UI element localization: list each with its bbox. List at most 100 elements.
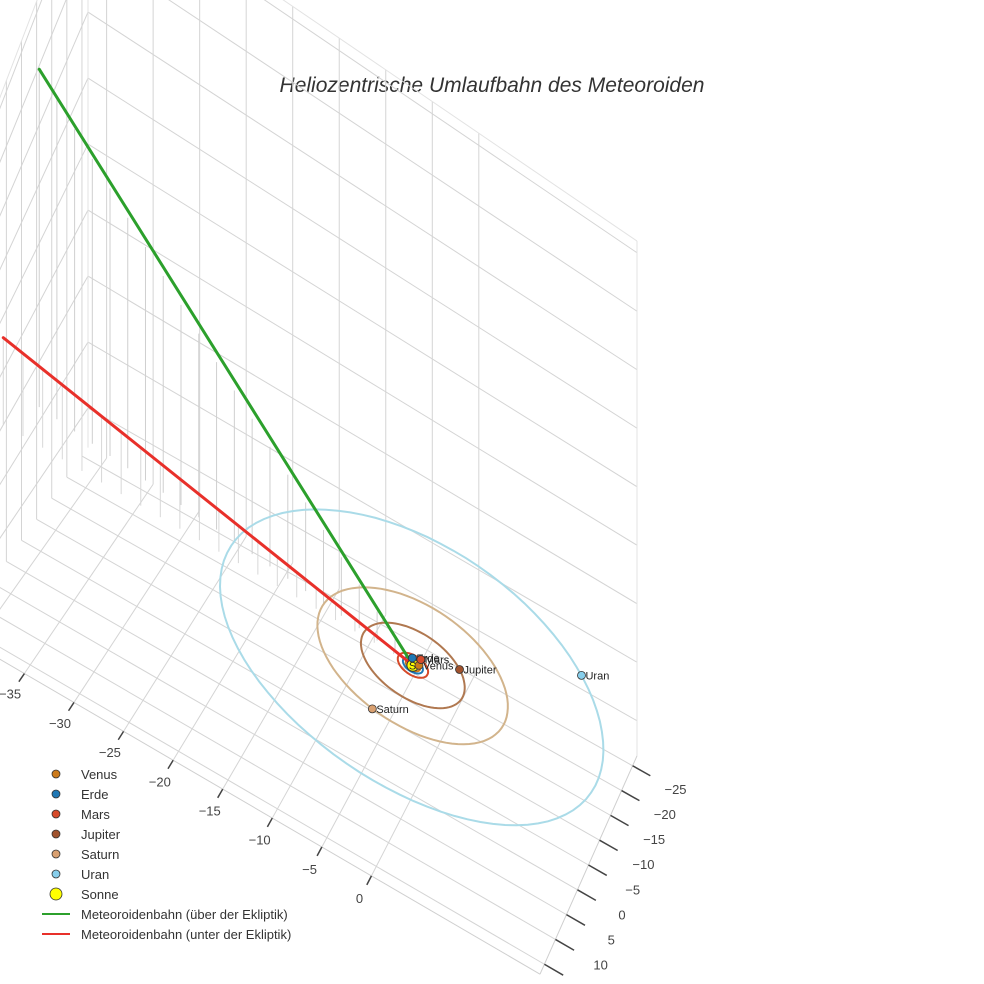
legend-item[interactable]: Meteoroidenbahn (unter der Ekliptik) (38, 924, 291, 944)
legend-item[interactable]: Erde (38, 784, 291, 804)
legend-label: Jupiter (81, 826, 121, 842)
legend-item[interactable]: Sonne (38, 884, 291, 904)
y-axis-tick-label: −20 (654, 807, 676, 822)
meteoroid-path-below[interactable] (1, 336, 415, 667)
planet-label-saturn: Saturn (376, 704, 408, 716)
y-axis-tick-label: −10 (632, 857, 654, 872)
side-wall-grid-line (87, 275, 638, 605)
x-axis-tick-label: 0 (356, 891, 363, 906)
x-axis-tick (117, 730, 125, 741)
x-axis-tick-label: −5 (302, 862, 317, 877)
side-wall-grid-line (87, 341, 638, 663)
floor-grid-line (0, 586, 567, 916)
floor-grid-line (36, 518, 600, 841)
orbit-jupiter (359, 621, 466, 710)
back-wall-grid-line (0, 11, 89, 217)
back-wall-grid-line (0, 0, 43, 110)
y-axis-tick (566, 913, 586, 926)
y-axis-tick (632, 765, 651, 777)
legend-label: Saturn (81, 846, 120, 862)
planet-label-uran: Uran (585, 670, 609, 682)
y-axis-tick-label: 10 (593, 958, 607, 973)
y-axis-tick (588, 864, 608, 877)
floor-grid-line (51, 497, 611, 816)
side-wall-grid-line (168, 0, 638, 312)
meteoroid-path-above[interactable] (37, 67, 415, 667)
legend-marker-swatch (51, 769, 61, 779)
floor-grid-line (0, 616, 556, 940)
x-axis-tick-label: −20 (149, 774, 171, 789)
y-axis-tick (555, 938, 575, 951)
side-wall-grid-line (263, 0, 638, 254)
legend-marker-swatch (51, 809, 61, 819)
legend-item[interactable]: Venus (38, 764, 291, 784)
legend-symbol (49, 887, 63, 901)
legend-marker-swatch (49, 887, 63, 901)
x-axis-tick (366, 875, 373, 886)
x-axis-tick (266, 817, 273, 828)
legend-symbol (51, 849, 61, 859)
floor-edge (0, 658, 541, 975)
x-axis-tick (18, 673, 26, 683)
legend-item[interactable]: Uran (38, 864, 291, 884)
planet-label-venus: Venus (423, 660, 454, 672)
legend-item[interactable]: Jupiter (38, 824, 291, 844)
y-axis-tick-label: 15 (583, 983, 597, 984)
x-axis-tick (67, 702, 75, 712)
wall-edge (282, 0, 638, 242)
planet-label-jupiter: Jupiter (464, 664, 497, 676)
legend-item[interactable]: Meteoroidenbahn (über der Ekliptik) (38, 904, 291, 924)
y-axis-tick (544, 963, 564, 976)
legend-symbol (51, 869, 61, 879)
orbit-saturn (316, 586, 509, 746)
legend-marker-swatch (51, 849, 61, 859)
legend-symbol (51, 829, 61, 839)
planet-marker-saturn[interactable] (367, 704, 377, 714)
back-wall-grid-line (0, 143, 89, 325)
legend[interactable]: Venus Erde Mars Jupiter Saturn Uran Sonne Meteo… (38, 764, 291, 944)
x-axis-tick-label: −30 (49, 716, 71, 731)
legend-symbol (51, 789, 61, 799)
legend-label: Mars (81, 806, 110, 822)
x-axis-tick-label: −10 (249, 833, 271, 848)
side-wall-grid-line (87, 77, 638, 429)
legend-item[interactable]: Mars (38, 804, 291, 824)
legend-item[interactable]: Saturn (38, 844, 291, 864)
floor-grid-line (6, 560, 578, 891)
legend-label: Sonne (81, 886, 119, 902)
back-wall-grid-line (0, 407, 89, 539)
side-wall-grid-line (87, 11, 638, 371)
back-wall-grid-line (0, 209, 89, 378)
planet-marker-mars[interactable] (416, 655, 426, 664)
x-axis-tick (167, 759, 174, 770)
y-axis-tick-label: 5 (608, 933, 615, 948)
legend-label: Meteoroidenbahn (über der Ekliptik) (81, 906, 288, 922)
back-wall-grid-line (0, 275, 89, 432)
y-axis-tick-label: −15 (643, 832, 665, 847)
x-axis-tick-label: −35 (0, 687, 21, 702)
floor-grid-line (21, 539, 589, 866)
y-axis-tick-label: −25 (664, 782, 686, 797)
planet-marker-uran[interactable] (577, 670, 586, 680)
x-axis-tick-label: −25 (99, 745, 121, 760)
legend-label: Erde (81, 786, 109, 802)
side-wall-grid-line (87, 209, 638, 546)
planet-marker-erde[interactable] (407, 653, 417, 663)
back-wall-grid-line (0, 341, 89, 486)
legend-symbol (51, 809, 61, 819)
legend-marker-swatch (51, 829, 61, 839)
side-wall-grid-line (87, 407, 638, 722)
sun-label: S (409, 660, 416, 672)
x-axis-tick-label: −15 (199, 803, 221, 818)
planet-marker-jupiter[interactable] (455, 665, 464, 674)
back-wall-grid-line (0, 77, 89, 271)
x-axis-tick (316, 846, 323, 857)
y-axis-tick (610, 814, 629, 827)
floor-grid-line (66, 476, 622, 792)
side-wall-grid-line (87, 143, 638, 488)
floor-grid-line (0, 646, 545, 965)
orbit-uran (218, 508, 605, 827)
legend-symbol (51, 769, 61, 779)
legend-label: Meteoroidenbahn (unter der Ekliptik) (81, 926, 292, 942)
